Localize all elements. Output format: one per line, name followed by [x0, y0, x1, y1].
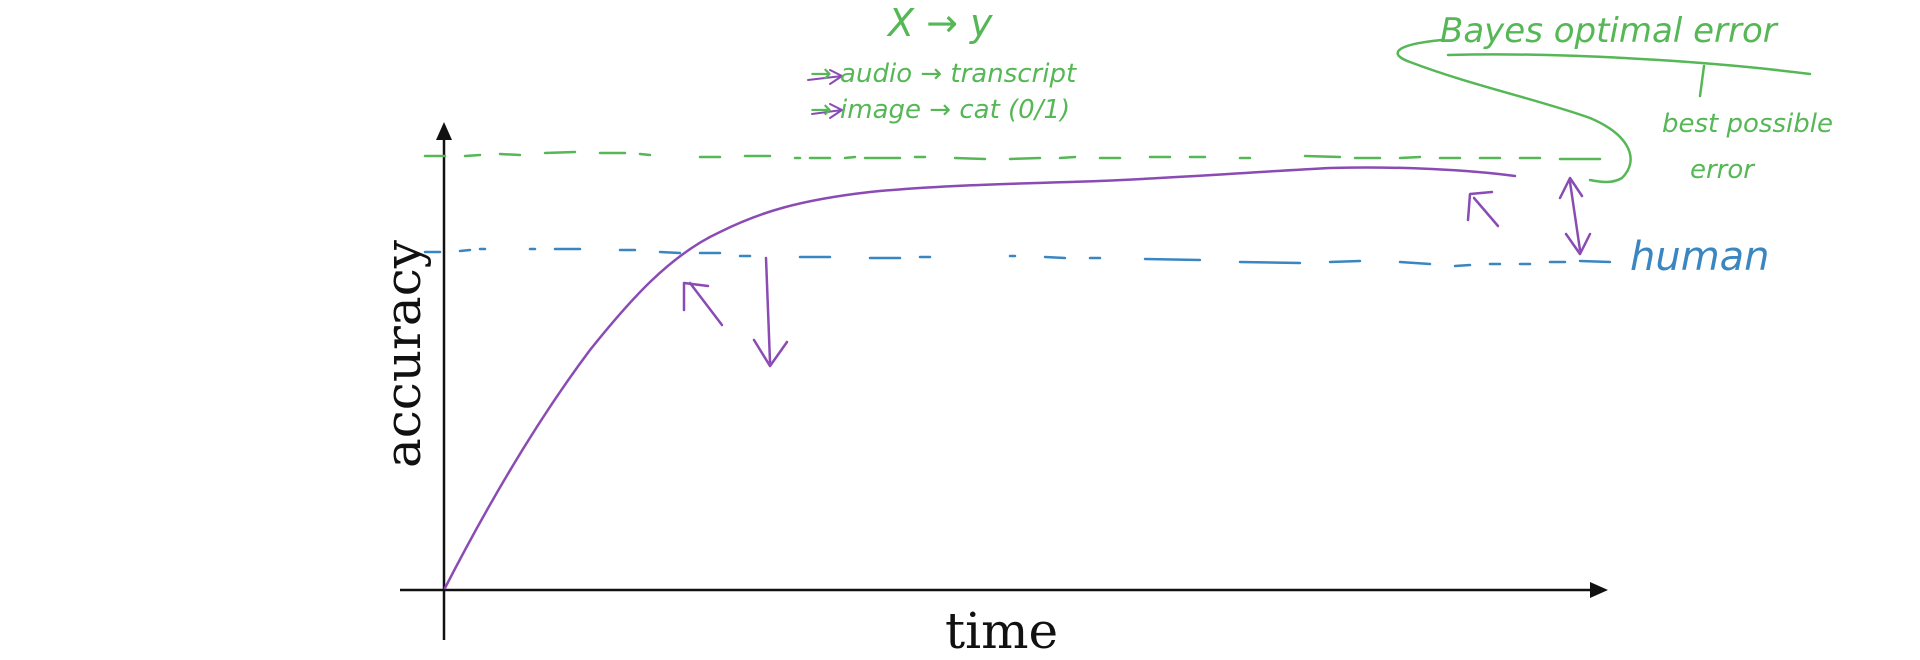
human-label: human: [1630, 234, 1770, 280]
image-bullet-arrow-icon: [811, 103, 843, 119]
error-label: error: [1690, 155, 1756, 185]
y-axis-arrow-icon: [436, 122, 452, 140]
audio-example-note: → audio → transcript: [810, 59, 1077, 89]
x-axis-arrow-icon: [1590, 582, 1608, 598]
mapping-note: X → y: [886, 1, 993, 45]
bayes-bracket: [1396, 38, 1632, 184]
image-example-note: → image → cat (0/1): [810, 95, 1070, 125]
curve-arrow-left-head-icon: [682, 281, 710, 312]
audio-bullet-arrow-icon: [807, 69, 843, 85]
human-level-line: [423, 247, 1612, 268]
bayes-underline: [1446, 53, 1812, 76]
curve-arrow-left: [688, 281, 724, 327]
y-axis-label: accuracy: [374, 239, 432, 468]
bayes-optimal-error-label: Bayes optimal error: [1440, 11, 1779, 51]
accuracy-curve: [443, 166, 1517, 590]
x-axis-label: time: [945, 602, 1058, 660]
gap-double-arrow: [1568, 180, 1582, 252]
best-possible-label: best possible: [1662, 109, 1833, 139]
bayes-tick: [1698, 64, 1706, 98]
curve-arrow-right-head-icon: [1466, 190, 1494, 222]
down-arrow-head-icon: [752, 338, 789, 368]
gap-arrow-down-head-icon: [1564, 232, 1592, 256]
gap-arrow-up-head-icon: [1558, 176, 1584, 200]
down-arrow: [764, 256, 772, 364]
bayes-optimal-error-line: [423, 150, 1602, 161]
curve-arrow-right: [1472, 196, 1500, 228]
